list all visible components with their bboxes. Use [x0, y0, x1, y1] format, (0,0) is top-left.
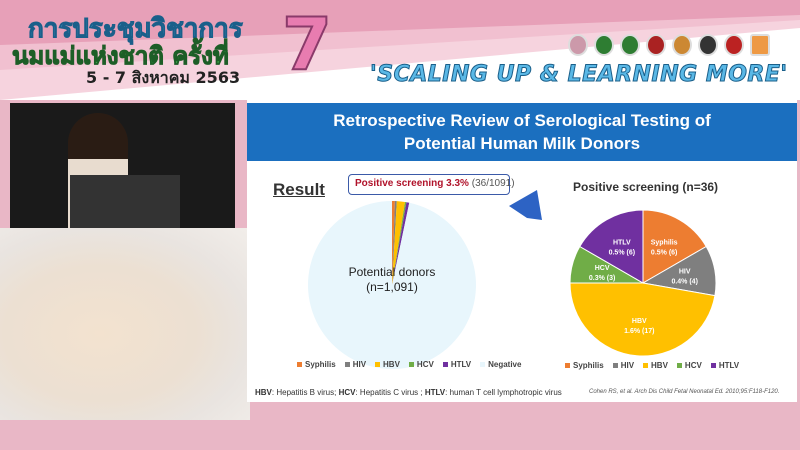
conference-number: 7 — [281, 1, 333, 87]
legend-item-htlv: HTLV — [710, 361, 739, 370]
legend-item-negative: Negative — [480, 360, 521, 369]
pie-slice-negative — [308, 201, 477, 369]
legend-swatch — [710, 363, 716, 368]
callout-count: (36/1091) — [471, 178, 515, 189]
pie-slice-hbv — [392, 201, 406, 285]
abbr-def: : Hepatitis B virus; — [271, 388, 339, 397]
legend-positive: Syphilis HIV HBV HCV HTLV — [565, 361, 739, 370]
legend-swatch — [344, 362, 350, 367]
legend-swatch — [375, 362, 381, 367]
slice-label: HIV — [679, 269, 691, 276]
pie-slice-htlv — [579, 209, 644, 284]
slide-title-line1: Retrospective Review of Serological Test… — [333, 111, 711, 130]
legend-donors: Syphilis HIV HBV HCV HTLV Negative — [297, 360, 521, 369]
legend-item-htlv: HTLV — [442, 360, 471, 369]
logo-icon — [646, 34, 666, 56]
pie-slice-hiv — [392, 201, 397, 285]
pie-slice-hcv — [392, 202, 407, 285]
pie-slice-syphilis — [392, 201, 395, 285]
slice-value-label: 1.6% (17) — [624, 328, 654, 335]
slice-value-label: 0.3% (3) — [589, 275, 615, 282]
positive-screening-callout: Positive screening 3.3% (36/1091) — [348, 174, 515, 195]
legend-item-hiv: HIV — [344, 360, 366, 369]
legend-item-hcv: HCV — [676, 361, 702, 370]
podium — [70, 175, 180, 228]
arrow-icon — [509, 190, 542, 220]
logo-icon — [750, 34, 770, 56]
callout-percentage: Positive screening 3.3% — [355, 178, 469, 189]
abbr-def: : Hepatitis C virus ; — [355, 388, 425, 397]
presentation-slide: Retrospective Review of Serological Test… — [247, 100, 797, 402]
conference-subtitle-thai: นมแม่แห่งชาติ ครั้งที่ — [12, 42, 230, 71]
slice-value-label: 0.5% (6) — [609, 249, 635, 256]
logo-icon — [698, 34, 718, 56]
logo-icon — [568, 34, 588, 56]
abbreviations-footnote: HBV: Hepatitis B virus; HCV: Hepatitis C… — [255, 388, 562, 397]
legend-swatch — [565, 363, 570, 368]
logo-icon — [620, 34, 640, 56]
logo-icon — [594, 34, 614, 56]
legend-swatch — [676, 363, 682, 368]
legend-swatch — [480, 362, 486, 367]
legend-item-hcv: HCV — [408, 360, 434, 369]
legend-swatch — [297, 362, 302, 367]
center-label: Potential donors — [349, 265, 436, 279]
pie-slice-hbv — [569, 282, 716, 357]
slice-label: HCV — [595, 265, 610, 272]
pie-charts: Potential donors(n=1,091) Syphilis 0.5% (6… — [308, 190, 717, 369]
abbr: HBV — [255, 388, 272, 397]
speaker-video — [10, 103, 235, 228]
slice-value-label: 0.5% (6) — [651, 249, 677, 256]
legend-swatch — [643, 363, 649, 368]
slice-label: HBV — [632, 318, 647, 325]
conference-dates: 5 - 7 สิงหาคม 2563 — [86, 68, 241, 87]
conference-title-thai: การประชุมวิชาการ — [28, 14, 244, 45]
legend-item-syphilis: Syphilis — [565, 361, 604, 370]
slice-label: HTLV — [613, 239, 631, 246]
legend-item-hbv: HBV — [643, 361, 668, 370]
legend-item-hbv: HBV — [375, 360, 400, 369]
slide-title-line2: Potential Human Milk Donors — [403, 134, 641, 153]
abbr-def: : human T cell lymphotropic virus — [445, 388, 562, 397]
slice-value-label: 0.4% (4) — [671, 279, 697, 286]
slide-title: Retrospective Review of Serological Test… — [247, 103, 797, 161]
center-label: (n=1,091) — [366, 280, 418, 294]
conference-slogan: 'SCALING UP & LEARNING MORE' — [370, 62, 788, 88]
citation: Cohen RS, et al. Arch Dis Child Fetal Ne… — [589, 389, 780, 395]
logo-icon — [672, 34, 692, 56]
result-heading: Result — [273, 180, 325, 199]
legend-swatch — [612, 363, 618, 368]
slice-label: Syphilis — [651, 239, 678, 246]
chart-title: Positive screening (n=36) — [573, 180, 719, 194]
pie-slice-htlv — [392, 202, 410, 285]
legend-swatch — [408, 362, 414, 367]
legend-item-syphilis: Syphilis — [297, 360, 336, 369]
legend-item-hiv: HIV — [612, 361, 634, 370]
pie-slice-syphilis — [642, 209, 707, 284]
logo-icon — [724, 34, 744, 56]
child-photo — [0, 228, 250, 420]
abbr: HCV — [338, 388, 356, 397]
legend-swatch — [442, 362, 448, 367]
sponsor-logos — [568, 34, 770, 56]
conference-banner: การประชุมวิชาการ นมแม่แห่งชาติ ครั้งที่ … — [0, 0, 800, 100]
abbr: HTLV — [424, 388, 446, 397]
